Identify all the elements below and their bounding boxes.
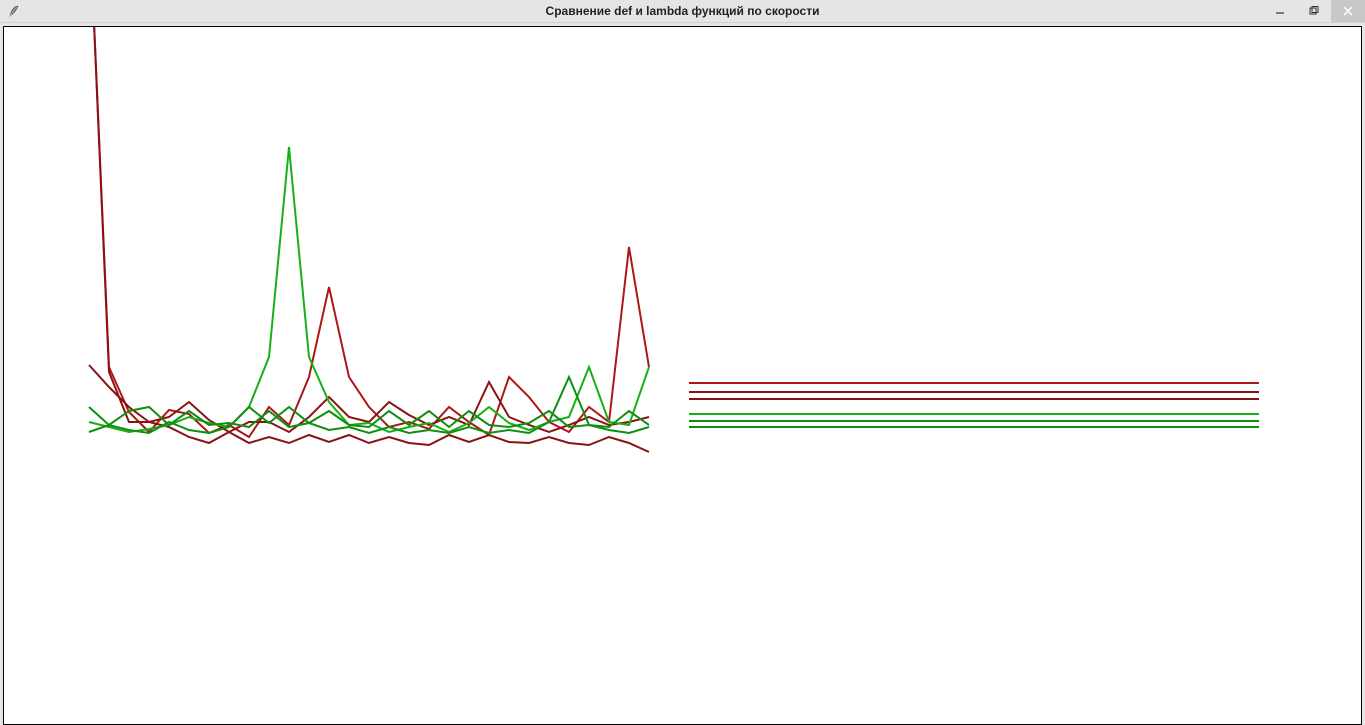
minimize-button[interactable] [1263, 0, 1297, 22]
window-controls [1263, 0, 1365, 22]
series-def-run-3 [89, 365, 649, 452]
maximize-button[interactable] [1297, 0, 1331, 22]
window-title: Сравнение def и lambda функций по скорос… [0, 4, 1365, 18]
tk-feather-icon [6, 3, 22, 19]
close-button[interactable] [1331, 0, 1365, 22]
series-lambda-run-1 [89, 147, 649, 432]
window-titlebar: Сравнение def и lambda функций по скорос… [0, 0, 1365, 23]
series-def-run-1 [89, 27, 649, 437]
chart-svg [4, 27, 1361, 724]
series-def-run-2 [89, 27, 649, 432]
chart-canvas [3, 26, 1362, 725]
